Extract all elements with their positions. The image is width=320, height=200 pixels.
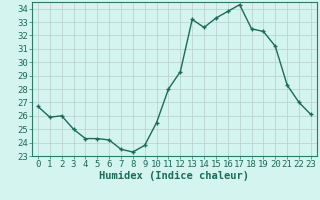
X-axis label: Humidex (Indice chaleur): Humidex (Indice chaleur) [100,171,249,181]
